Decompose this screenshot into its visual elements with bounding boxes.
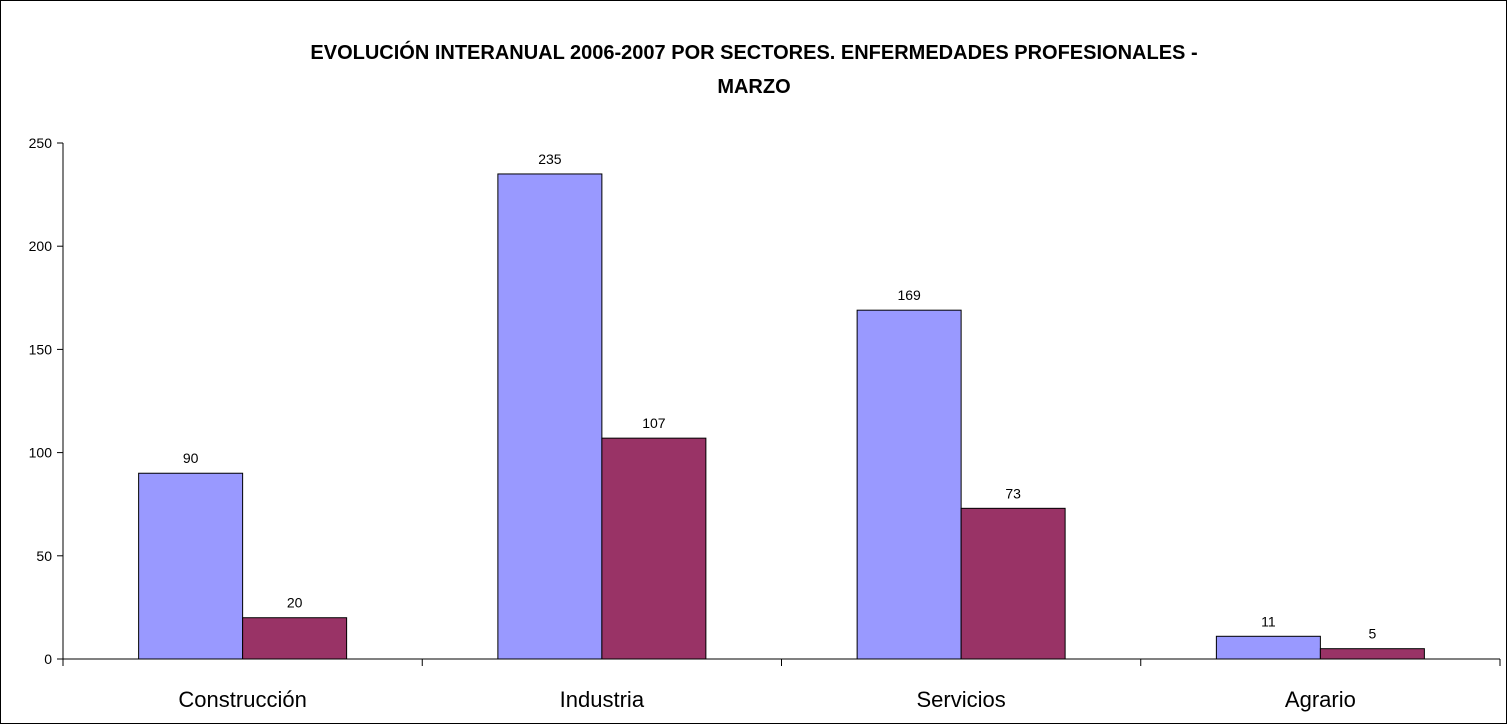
data-label-s1-2: 73 <box>1005 485 1021 501</box>
data-label-s1-3: 5 <box>1368 626 1376 642</box>
bar-s0-3 <box>1215 635 1321 660</box>
y-tick-label-3: 150 <box>29 341 53 357</box>
x-category-label-0: Construcción <box>178 687 306 712</box>
data-label-s1-1: 107 <box>642 415 666 431</box>
data-label-s0-3: 11 <box>1261 613 1276 629</box>
chart-title-line-1: EVOLUCIÓN INTERANUAL 2006-2007 POR SECTO… <box>310 42 1198 64</box>
chart-title-line-2: MARZO <box>717 76 791 98</box>
y-tick-label-2: 100 <box>29 445 53 461</box>
bar-s1-1 <box>601 437 707 660</box>
bar-s1-3 <box>1319 648 1425 660</box>
bar-s1-0 <box>242 617 348 660</box>
bar-s0-2 <box>856 309 962 660</box>
y-tick-label-5: 250 <box>29 135 53 151</box>
data-label-s1-0: 20 <box>287 595 303 611</box>
x-category-label-1: Industria <box>560 687 645 712</box>
y-tick-label-1: 50 <box>36 548 52 564</box>
data-label-s0-1: 235 <box>538 151 562 167</box>
bar-s1-2 <box>960 507 1066 660</box>
bar-s0-0 <box>138 472 244 660</box>
bar-s0-1 <box>497 173 603 660</box>
data-label-s0-2: 169 <box>897 287 921 303</box>
y-tick-label-0: 0 <box>44 651 52 667</box>
data-label-s0-0: 90 <box>183 450 199 466</box>
x-category-label-3: Agrario <box>1285 687 1356 712</box>
x-category-label-2: Servicios <box>917 687 1006 712</box>
y-tick-label-4: 200 <box>29 238 53 254</box>
